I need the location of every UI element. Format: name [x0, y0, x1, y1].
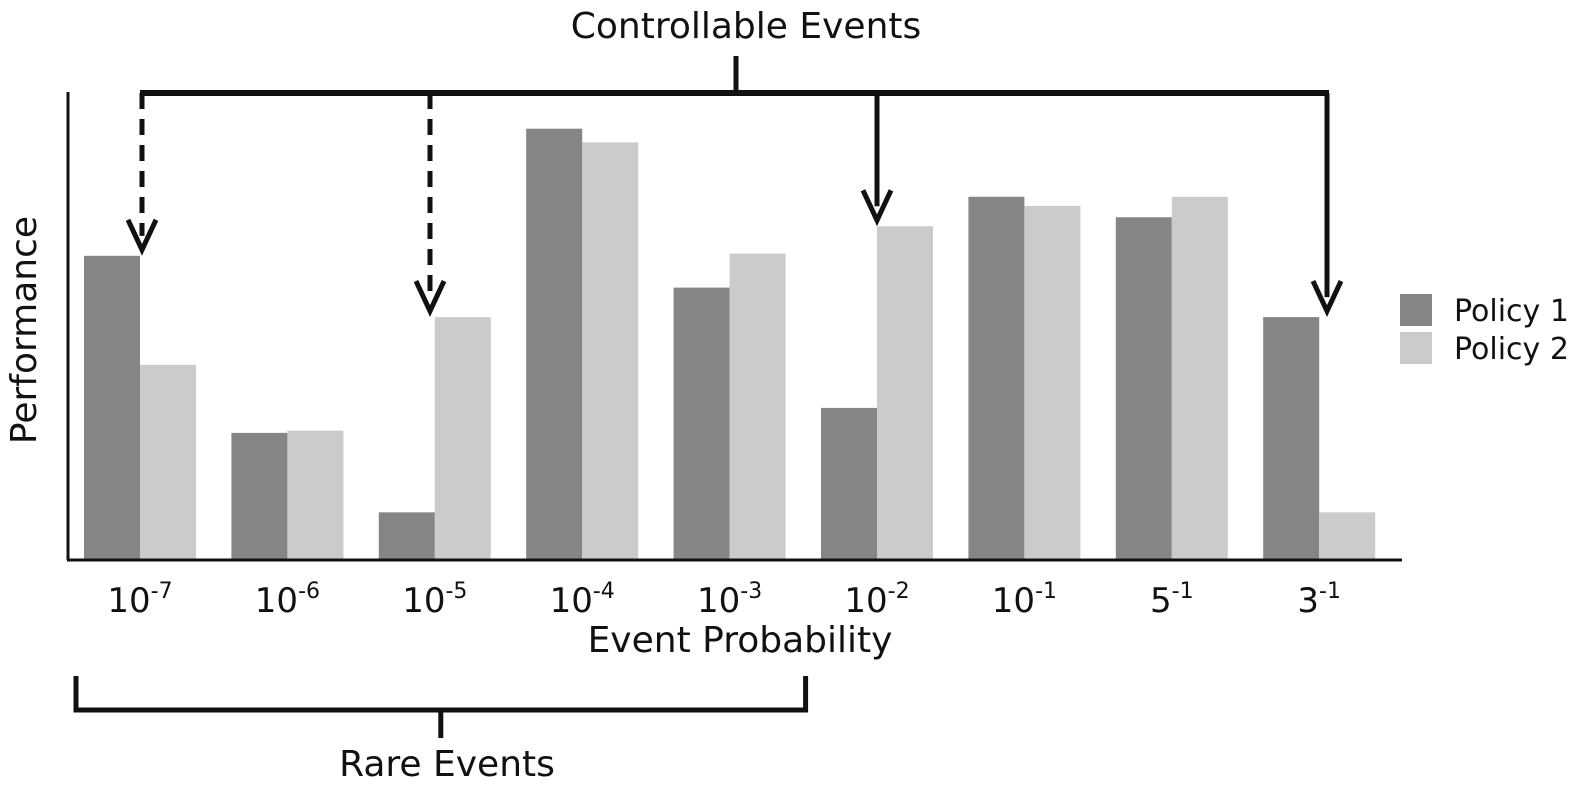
arrow-head-icon — [860, 189, 894, 227]
rare-events-label: Rare Events — [339, 744, 555, 785]
legend-label: Policy 1 — [1454, 294, 1569, 329]
x-tick-label: 10-6 — [255, 579, 320, 621]
bar-policy-2-3 — [582, 142, 639, 560]
bar-policy-2-5 — [877, 226, 933, 560]
legend-swatch — [1400, 332, 1432, 364]
x-tick-label: 5-1 — [1150, 579, 1194, 621]
bar-policy-2-2 — [434, 317, 491, 560]
legend-label: Policy 2 — [1454, 332, 1569, 367]
controllable-events-label: Controllable Events — [571, 6, 922, 47]
bars-group — [84, 128, 1376, 561]
bar-policy-2-6 — [1024, 205, 1081, 560]
bar-policy-2-0 — [140, 364, 196, 560]
bar-policy-1-5 — [821, 407, 877, 560]
bar-policy-2-1 — [287, 430, 344, 560]
y-axis-label: Performance — [4, 216, 45, 444]
x-tick-label: 10-4 — [550, 579, 615, 621]
rare-events-bracket — [73, 676, 809, 713]
bar-policy-1-8 — [1263, 317, 1320, 560]
bar-policy-1-6 — [968, 196, 1025, 561]
arrow-head-icon — [413, 280, 447, 318]
bar-policy-1-1 — [231, 432, 288, 560]
x-tick-label: 10-1 — [992, 579, 1057, 621]
legend-swatch — [1400, 294, 1432, 326]
x-tick-label: 10-2 — [844, 579, 909, 621]
x-tick-label: 10-7 — [107, 579, 172, 621]
bar-policy-1-3 — [526, 128, 583, 560]
arrow-head-icon — [125, 218, 159, 256]
bar-policy-2-7 — [1171, 196, 1228, 561]
bar-policy-1-7 — [1115, 217, 1172, 561]
bar-policy-2-4 — [729, 253, 786, 561]
x-axis-label: Event Probability — [588, 620, 893, 661]
bar-policy-1-0 — [84, 255, 140, 560]
axes-group — [66, 92, 1402, 562]
x-tick-label: 3-1 — [1297, 579, 1341, 621]
bar-policy-1-2 — [378, 512, 435, 560]
annotations-group — [73, 56, 1344, 738]
arrow-head-icon — [1310, 280, 1344, 318]
x-tick-labels: 10-7 10-6 10-5 10-4 10-3 10-2 10-1 5-1 3-1 — [107, 579, 1341, 621]
bar-policy-2-8 — [1319, 512, 1376, 560]
bar-policy-1-4 — [673, 287, 730, 560]
x-tick-label: 10-5 — [402, 579, 467, 621]
x-tick-label: 10-3 — [697, 579, 762, 621]
